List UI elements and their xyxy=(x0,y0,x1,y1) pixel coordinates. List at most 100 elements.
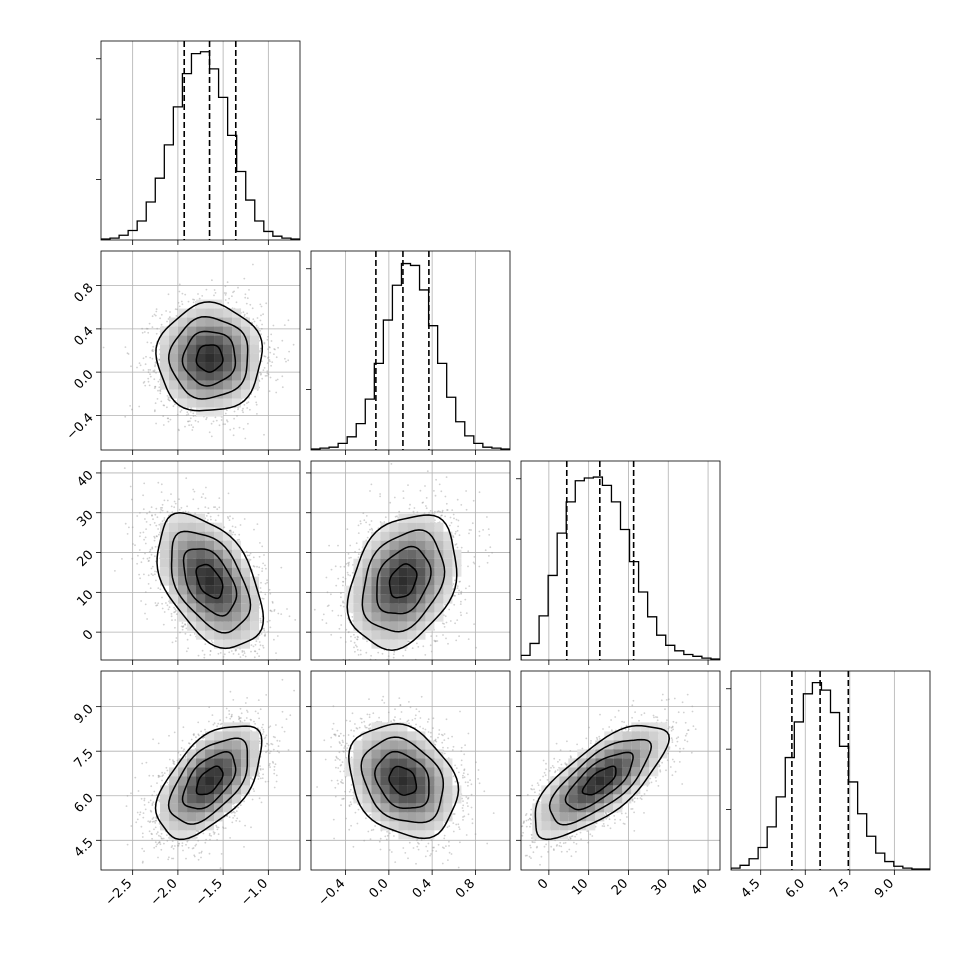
sample-point xyxy=(143,508,145,510)
density-cell xyxy=(178,318,187,327)
sample-point xyxy=(229,675,231,677)
sample-point xyxy=(263,628,265,630)
panel-content xyxy=(101,461,300,709)
sample-point xyxy=(251,644,253,646)
sample-point xyxy=(256,413,258,415)
sample-point xyxy=(138,574,140,576)
sample-point xyxy=(262,563,264,565)
sample-point xyxy=(179,291,181,293)
density-cell xyxy=(232,372,241,381)
sample-point xyxy=(207,519,209,521)
sample-point xyxy=(257,317,259,319)
sample-point xyxy=(263,369,265,371)
sample-point xyxy=(264,635,266,637)
sample-point xyxy=(236,667,238,669)
density-cell xyxy=(160,336,169,345)
sample-point xyxy=(173,506,175,508)
sample-point xyxy=(168,609,170,611)
sample-point xyxy=(160,401,162,403)
density-cell xyxy=(214,372,223,381)
sample-point xyxy=(268,346,270,348)
sample-point xyxy=(140,532,142,534)
sample-point xyxy=(259,667,261,669)
sample-point xyxy=(211,279,213,281)
sample-point xyxy=(161,324,163,326)
sample-point xyxy=(232,531,234,533)
sample-point xyxy=(227,421,229,423)
sample-point xyxy=(204,654,206,656)
sample-point xyxy=(143,369,145,371)
sample-point xyxy=(231,295,233,297)
sample-point xyxy=(178,498,180,500)
sample-point xyxy=(218,497,220,499)
sample-point xyxy=(250,651,252,653)
sample-point xyxy=(190,417,192,419)
sample-point xyxy=(143,532,145,534)
sample-point xyxy=(179,284,181,286)
y-tick-label: 0.8 xyxy=(71,281,96,306)
sample-point xyxy=(276,356,278,358)
sample-point xyxy=(148,560,150,562)
density-cell xyxy=(223,345,232,354)
sample-point xyxy=(190,411,192,413)
sample-point xyxy=(185,628,187,630)
sample-point xyxy=(259,641,261,643)
sample-point xyxy=(260,644,262,646)
sample-point xyxy=(136,367,138,369)
sample-point xyxy=(262,645,264,647)
sample-point xyxy=(185,477,187,479)
sample-point xyxy=(232,668,234,670)
sample-point xyxy=(220,652,222,654)
sample-point xyxy=(140,364,142,366)
sample-point xyxy=(154,386,156,388)
sample-point xyxy=(225,413,227,415)
panel-1-1 xyxy=(306,251,510,455)
sample-point xyxy=(154,573,156,575)
sample-point xyxy=(160,509,162,511)
sample-point xyxy=(139,362,141,364)
sample-point xyxy=(251,693,253,695)
sample-point xyxy=(240,656,242,658)
sample-point xyxy=(153,536,155,538)
sample-point xyxy=(164,517,166,519)
density-cell xyxy=(241,345,250,354)
sample-point xyxy=(270,377,272,379)
sample-point xyxy=(176,613,178,615)
sample-point xyxy=(270,334,272,336)
sample-point xyxy=(189,420,191,422)
sample-point xyxy=(253,646,255,648)
sample-point xyxy=(187,421,189,423)
sample-point xyxy=(144,553,146,555)
sample-point xyxy=(252,318,254,320)
sample-point xyxy=(215,417,217,419)
sample-point xyxy=(229,519,231,521)
density-cell xyxy=(214,336,223,345)
sample-point xyxy=(174,619,176,621)
sample-point xyxy=(277,682,279,684)
sample-point xyxy=(266,579,268,581)
sample-point xyxy=(275,380,277,382)
sample-point xyxy=(285,361,287,363)
sample-point xyxy=(131,499,133,501)
sample-point xyxy=(191,424,193,426)
sample-point xyxy=(252,264,254,266)
sample-point xyxy=(210,650,212,652)
sample-point xyxy=(197,421,199,423)
sample-point xyxy=(265,302,267,304)
sample-point xyxy=(216,420,218,422)
sample-point xyxy=(186,411,188,413)
sample-point xyxy=(148,371,150,373)
sample-point xyxy=(202,493,204,495)
sample-point xyxy=(152,518,154,520)
sample-point xyxy=(249,304,251,306)
sample-point xyxy=(157,398,159,400)
sample-point xyxy=(156,308,158,310)
sample-point xyxy=(132,543,134,545)
sample-point xyxy=(151,548,153,550)
density-cell xyxy=(187,345,196,354)
sample-point xyxy=(191,429,193,431)
sample-point xyxy=(249,409,251,411)
sample-point xyxy=(151,515,153,517)
